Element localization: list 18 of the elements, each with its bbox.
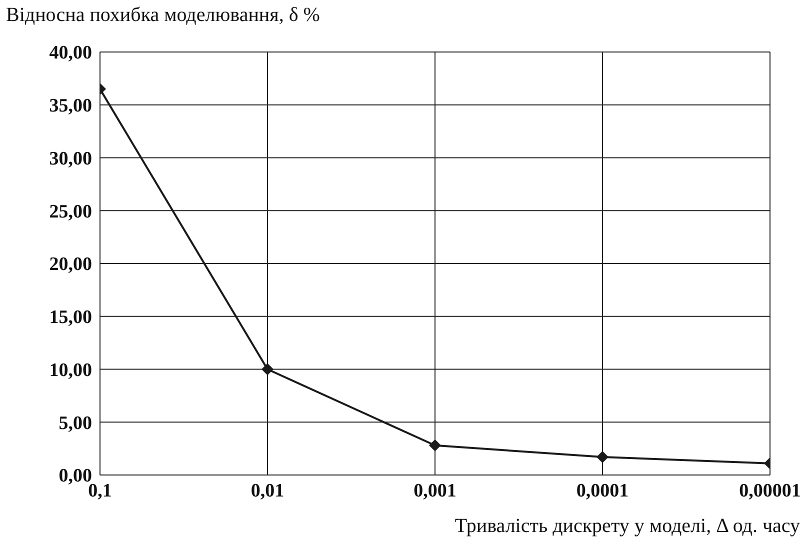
point (262, 363, 274, 376)
x-tick-label: 0,00001 (739, 480, 801, 502)
x-tick-label: 0,01 (250, 480, 284, 502)
y-tick-label: 20,00 (49, 254, 92, 276)
y-tick-label: 10,00 (49, 360, 92, 381)
y-axis-title: Відносна похибка моделювання, δ % (6, 4, 320, 27)
x-tick-label: 0,1 (88, 480, 112, 502)
y-tick-label: 15,00 (49, 307, 92, 328)
y-tick-label: 35,00 (49, 96, 92, 117)
x-axis-title: Тривалість дискрету у моделі, Δ од. часу (454, 515, 800, 538)
y-tick-label: 25,00 (49, 201, 92, 222)
y-tick-label: 5,00 (58, 412, 92, 434)
y-tick-label: 30,00 (49, 148, 92, 170)
point (429, 439, 441, 452)
x-tick-label: 0,001 (414, 480, 456, 502)
x-tick-label: 0,0001 (576, 480, 629, 502)
point (596, 451, 608, 464)
y-tick-label: 40,00 (49, 42, 92, 64)
